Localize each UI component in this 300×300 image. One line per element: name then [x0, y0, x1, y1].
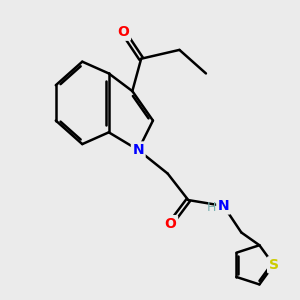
Text: H: H: [207, 201, 216, 214]
Text: N: N: [132, 143, 144, 157]
Text: O: O: [165, 217, 176, 231]
Text: N: N: [218, 199, 230, 213]
Text: S: S: [269, 258, 279, 272]
Text: O: O: [118, 25, 129, 39]
